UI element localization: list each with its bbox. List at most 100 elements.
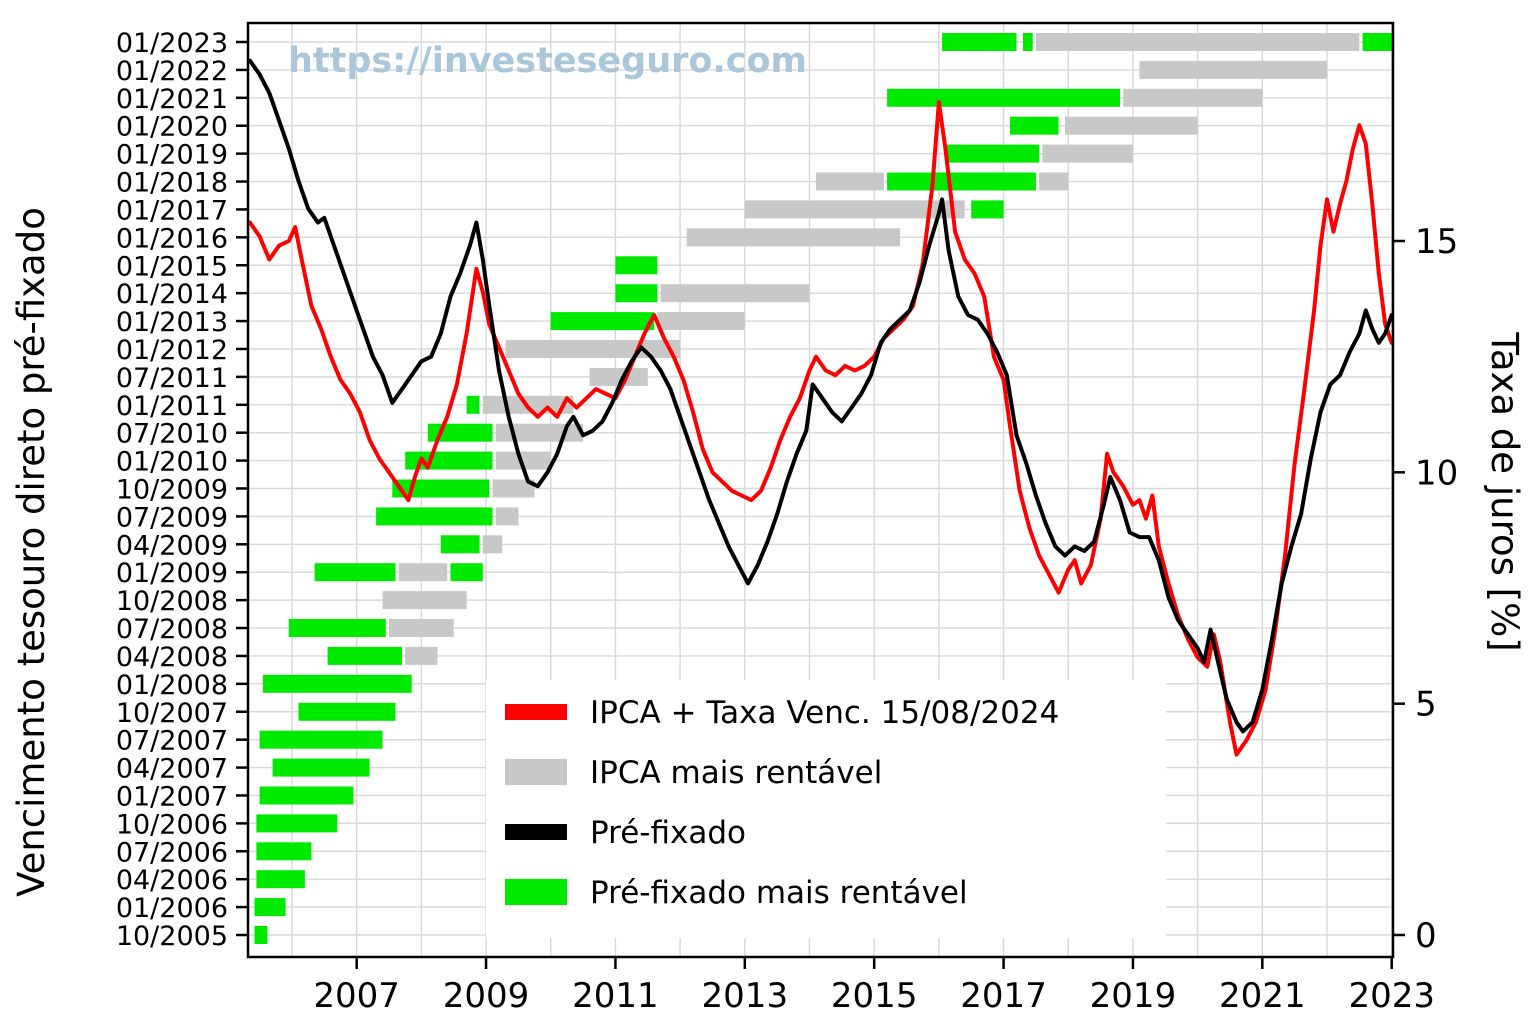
bar-segment-01/2020 bbox=[1010, 116, 1059, 135]
maturity-tick-label: 01/2010 bbox=[116, 447, 228, 478]
maturity-tick-label: 10/2006 bbox=[116, 809, 228, 840]
series-layer bbox=[247, 58, 1394, 757]
bar-segment-07/2007 bbox=[259, 730, 383, 749]
year-tick-label: 2007 bbox=[313, 976, 400, 1016]
bar-segment-01/2023 bbox=[942, 33, 1017, 51]
bar-segment-04/2007 bbox=[272, 758, 370, 777]
bar-segment-01/2009 bbox=[398, 563, 448, 582]
bar-segment-07/2008 bbox=[389, 619, 454, 637]
bar-segment-07/2009 bbox=[376, 507, 493, 526]
bar-segment-10/2008 bbox=[382, 591, 467, 610]
bar-segment-01/2006 bbox=[254, 898, 286, 917]
legend-label-prefixado-better: Pré-fixado mais rentável bbox=[590, 875, 968, 911]
legend-label-prefixado-line: Pré-fixado bbox=[590, 815, 746, 851]
maturity-tick-label: 07/2008 bbox=[116, 614, 228, 645]
bar-segment-01/2019 bbox=[1042, 144, 1133, 163]
legend-background bbox=[486, 680, 1166, 938]
legend-swatch-ipca-better bbox=[505, 759, 567, 785]
maturity-tick-label: 01/2020 bbox=[116, 112, 228, 143]
bar-segment-01/2013 bbox=[657, 312, 745, 331]
year-tick-label: 2021 bbox=[1219, 976, 1306, 1016]
watermark: https://investeseguro.com bbox=[288, 41, 807, 81]
legend-swatch-prefixado-line bbox=[505, 824, 567, 840]
bar-segment-01/2008 bbox=[262, 674, 412, 693]
bar-segment-10/2009 bbox=[392, 479, 490, 498]
maturity-tick-label: 01/2015 bbox=[116, 251, 228, 282]
maturity-tick-label: 04/2006 bbox=[116, 865, 228, 896]
maturity-tick-label: 01/2007 bbox=[116, 781, 228, 812]
maturity-tick-label: 10/2005 bbox=[116, 921, 228, 952]
bar-segment-01/2014 bbox=[615, 284, 658, 303]
maturity-tick-label: 10/2008 bbox=[116, 586, 228, 617]
bar-segment-01/2009 bbox=[314, 563, 396, 582]
axes-layer: 01/202301/202201/202101/202001/201901/20… bbox=[116, 21, 1458, 1016]
maturity-tick-label: 07/2007 bbox=[116, 726, 228, 757]
maturity-tick-label: 07/2011 bbox=[116, 363, 228, 394]
rate-tick-label: 10 bbox=[1415, 453, 1458, 493]
plot-frame bbox=[246, 21, 1395, 959]
rate-tick-label: 0 bbox=[1415, 916, 1437, 956]
bar-segment-01/2018 bbox=[887, 172, 1036, 191]
legend-swatch-ipca-line bbox=[505, 704, 567, 720]
maturity-tick-label: 01/2009 bbox=[116, 558, 228, 589]
bar-segment-07/2008 bbox=[288, 619, 386, 637]
bar-segment-01/2021 bbox=[1123, 88, 1263, 107]
year-tick-label: 2013 bbox=[702, 976, 789, 1016]
maturity-tick-label: 10/2007 bbox=[116, 698, 228, 729]
year-tick-label: 2017 bbox=[960, 976, 1047, 1016]
maturity-tick-label: 07/2009 bbox=[116, 502, 228, 533]
plot-background-layer bbox=[248, 23, 1393, 957]
bar-segment-01/2014 bbox=[660, 284, 810, 303]
bar-segment-01/2022 bbox=[1139, 60, 1327, 79]
bar-segment-01/2018 bbox=[1039, 172, 1069, 191]
maturity-tick-label: 01/2014 bbox=[116, 279, 228, 310]
bar-segment-04/2006 bbox=[256, 870, 305, 889]
bar-segment-01/2023 bbox=[1023, 33, 1033, 51]
bar-segment-01/2017 bbox=[744, 200, 965, 219]
year-tick-label: 2023 bbox=[1348, 976, 1435, 1016]
bar-segment-04/2009 bbox=[440, 535, 480, 554]
bar-segment-01/2023 bbox=[1362, 33, 1393, 51]
right-axis-title: Taxa de juros [%] bbox=[1483, 331, 1526, 651]
bar-segment-01/2019 bbox=[945, 144, 1040, 163]
year-tick-label: 2009 bbox=[443, 976, 530, 1016]
bar-segment-01/2021 bbox=[887, 88, 1120, 107]
maturity-tick-label: 01/2008 bbox=[116, 670, 228, 701]
bar-segment-10/2006 bbox=[256, 814, 338, 833]
year-tick-label: 2019 bbox=[1090, 976, 1177, 1016]
bar-segment-01/2012 bbox=[505, 340, 681, 358]
bar-segment-01/2013 bbox=[550, 312, 655, 331]
bar-segment-01/2009 bbox=[450, 563, 483, 582]
maturity-tick-label: 10/2009 bbox=[116, 475, 228, 506]
bar-segment-04/2008 bbox=[327, 646, 402, 665]
bar-segment-10/2005 bbox=[254, 926, 268, 944]
maturity-tick-label: 01/2023 bbox=[116, 28, 228, 59]
bar-segment-07/2011 bbox=[589, 367, 648, 386]
maturity-tick-label: 01/2012 bbox=[116, 335, 228, 366]
bar-segment-07/2009 bbox=[495, 507, 519, 526]
maturity-tick-label: 01/2018 bbox=[116, 168, 228, 199]
maturity-tick-label: 01/2006 bbox=[116, 893, 228, 924]
bar-segment-01/2011 bbox=[466, 395, 480, 414]
maturity-tick-label: 01/2011 bbox=[116, 391, 228, 422]
series-line bbox=[247, 58, 1394, 734]
maturity-tick-label: 01/2013 bbox=[116, 307, 228, 338]
maturity-tick-label: 04/2008 bbox=[116, 642, 228, 673]
legend-swatch-prefixado-better bbox=[505, 879, 567, 905]
year-tick-label: 2015 bbox=[831, 976, 918, 1016]
maturity-tick-label: 04/2009 bbox=[116, 530, 228, 561]
bar-segment-01/2017 bbox=[971, 200, 1004, 219]
bar-segment-04/2009 bbox=[482, 535, 503, 554]
rate-tick-label: 5 bbox=[1415, 685, 1437, 725]
bar-segment-01/2023 bbox=[1035, 33, 1360, 51]
bar-segment-01/2015 bbox=[615, 256, 658, 275]
bar-segment-01/2007 bbox=[259, 786, 354, 805]
year-tick-label: 2011 bbox=[572, 976, 659, 1016]
maturity-tick-label: 01/2016 bbox=[116, 223, 228, 254]
maturity-tick-label: 01/2017 bbox=[116, 195, 228, 226]
maturity-tick-label: 04/2007 bbox=[116, 754, 228, 785]
bar-segment-07/2010 bbox=[495, 423, 584, 442]
bar-segment-04/2008 bbox=[405, 646, 438, 665]
